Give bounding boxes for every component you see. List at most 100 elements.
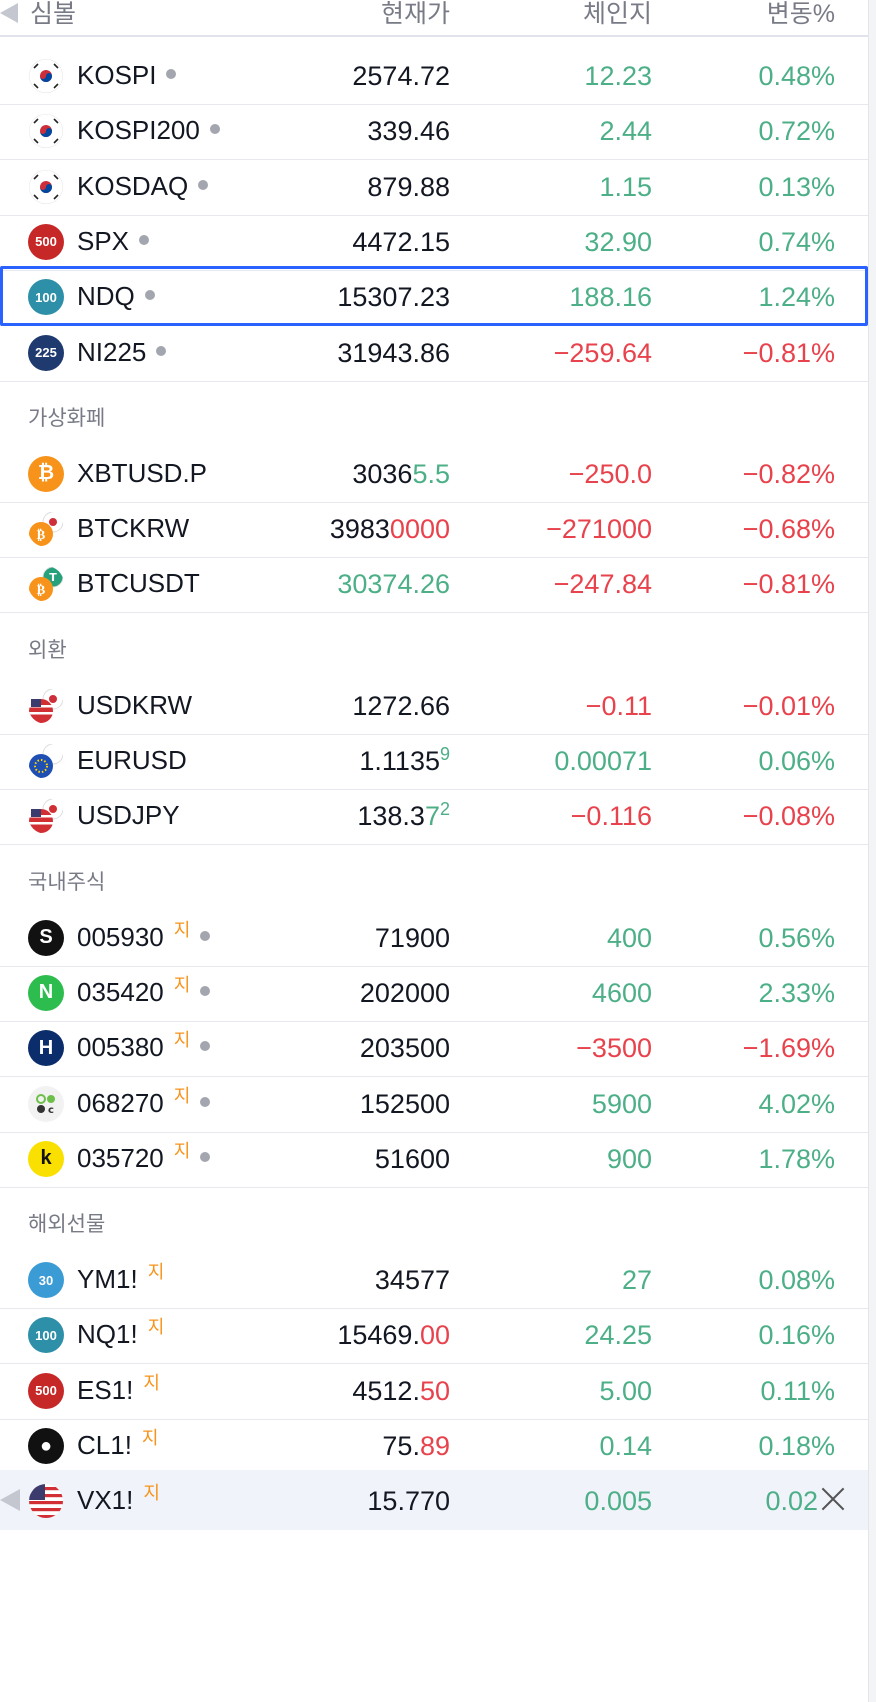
last-price-main: 34577: [374, 1265, 450, 1296]
watchlist-row-005930[interactable]: S 005930 지 71900 400 0.56%: [0, 907, 868, 967]
last-price: 34577: [250, 1265, 450, 1296]
collapse-panel-icon[interactable]: [0, 3, 18, 23]
change-value: 0.14: [599, 1431, 652, 1461]
section-title[interactable]: 국내주식: [28, 870, 106, 894]
change-value: 12.23: [584, 61, 652, 91]
symbol-name: SPX: [77, 226, 150, 257]
watchlist-row-spx[interactable]: 500 SPX 4472.15 32.90 0.74%: [0, 211, 868, 271]
symbol-name: BTCKRW: [77, 513, 189, 544]
watchlist-row-068270[interactable]: c 068270 지 152500 5900 4.02%: [0, 1073, 868, 1133]
last-price-main: 75.: [382, 1431, 420, 1461]
watchlist-row-es1[interactable]: 500 ES1! 지 4512.50 5.00 0.11%: [0, 1360, 868, 1420]
delayed-data-tag: 지: [147, 1317, 165, 1338]
symbol-logo-icon: S: [28, 919, 64, 956]
watchlist-row-005380[interactable]: H 005380 지 203500 −3500 −1.69%: [0, 1017, 868, 1078]
last-price-changed-digits: 89: [419, 1431, 450, 1461]
last-price: 30365.5: [250, 459, 450, 490]
change-percent: −0.68%: [742, 514, 835, 545]
column-header-change[interactable]: 체인지: [582, 0, 652, 28]
last-price-main: 152500: [359, 1088, 450, 1119]
symbol-logo-icon: ₿: [28, 511, 64, 547]
last-price-main: 202000: [359, 977, 450, 1008]
symbol-logo-icon: 100: [28, 1317, 64, 1354]
watchlist-row-btcusdt[interactable]: T ₿ BTCUSDT 30374.26 −247.84 −0.81%: [0, 553, 868, 614]
last-price-main: 15.770: [367, 1486, 450, 1517]
column-header-last[interactable]: 현재가: [380, 0, 450, 28]
change-percent: 0.18%: [758, 1431, 835, 1461]
watchlist-row-ym1[interactable]: 30 YM1! 지 34577 27 0.08%: [0, 1249, 868, 1310]
delayed-data-tag: 지: [173, 919, 191, 940]
remove-symbol-close-icon[interactable]: [820, 1486, 846, 1512]
last-price: 51600: [250, 1144, 450, 1175]
symbol-text: XBTUSD.P: [77, 457, 208, 488]
svg-text:T: T: [49, 571, 57, 584]
last-price-main: 71900: [374, 922, 450, 953]
change-value: −250.0: [568, 458, 652, 489]
change-percent: −1.69%: [742, 1033, 835, 1064]
symbol-logo-icon: N: [28, 974, 64, 1011]
symbol-name: BTCUSDT: [77, 568, 200, 599]
delayed-data-tag: 지: [173, 1030, 191, 1051]
watchlist-row-xbtusdp[interactable]: ₿ XBTUSD.P 30365.5 −250.0 −0.82%: [0, 443, 868, 503]
symbol-text: USDJPY: [77, 800, 180, 831]
watchlist-row-btckrw[interactable]: ₿ BTCKRW 39830000 −271000 −0.68%: [0, 498, 868, 559]
delayed-data-tag: 지: [173, 1085, 191, 1106]
last-price-changed-digits: 00: [419, 1320, 450, 1351]
watchlist-row-eurusd[interactable]: EURUSD 1.11359 0.00071 0.06%: [0, 730, 868, 790]
change-value: 188.16: [569, 282, 652, 313]
symbol-text: YM1!: [77, 1264, 138, 1295]
last-price-main: 4472.15: [352, 226, 450, 257]
column-header-change-pct[interactable]: 변동%: [766, 0, 835, 28]
symbol-logo-icon: [28, 688, 64, 724]
change-percent: 0.74%: [758, 226, 835, 257]
watchlist-row-ndq[interactable]: 100 NDQ 15307.23 188.16 1.24%: [0, 266, 868, 327]
section-title[interactable]: 해외선물: [28, 1213, 106, 1237]
change-value: −3500: [576, 1033, 652, 1064]
last-price: 339.46: [250, 116, 450, 147]
symbol-logo-icon: 500: [28, 1372, 64, 1409]
market-status-dot-icon: [200, 930, 211, 941]
section-title[interactable]: 외환: [28, 638, 67, 662]
watchlist-row-kospi200[interactable]: KOSPI200 339.46 2.44 0.72%: [0, 100, 868, 161]
last-price-main: 1272.66: [352, 690, 450, 721]
last-price-main: 15469.: [337, 1320, 420, 1351]
change-value: 2.44: [599, 116, 652, 147]
watchlist-row-usdjpy[interactable]: USDJPY 138.372 −0.116 −0.08%: [0, 785, 868, 846]
symbol-text: NI225: [77, 336, 147, 367]
watchlist-row-cl1[interactable]: ● CL1! 지 75.89 0.14 0.18%: [0, 1415, 868, 1475]
change-percent: −0.81%: [742, 569, 835, 600]
watchlist-row-035720[interactable]: k 035720 지 51600 900 1.78%: [0, 1128, 868, 1188]
last-price-main: 203500: [359, 1033, 450, 1064]
market-status-dot-icon: [166, 69, 177, 80]
last-price: 879.88: [250, 172, 450, 203]
watchlist-row-vx1[interactable]: VX1! 지 15.770 0.005 0.02: [0, 1470, 868, 1531]
last-price: 202000: [250, 978, 450, 1009]
delayed-data-tag: 지: [143, 1372, 160, 1393]
watchlist-row-035420[interactable]: N 035420 지 202000 4600 2.33%: [0, 962, 868, 1022]
change-value: −0.11: [585, 690, 652, 721]
drag-handle-icon[interactable]: [0, 1489, 20, 1512]
watchlist-row-kospi[interactable]: KOSPI 2574.72 12.23 0.48%: [0, 45, 868, 105]
watchlist-row-ni225[interactable]: 225 NI225 31943.86 −259.64 −0.81%: [0, 322, 868, 382]
symbol-text: KOSPI: [77, 60, 157, 90]
last-price: 1.11359: [250, 744, 450, 777]
symbol-logo-icon: [28, 1483, 64, 1519]
symbol-logo-icon: 500: [28, 223, 64, 260]
scrollbar[interactable]: [868, 0, 876, 1702]
last-price-main: 339.46: [367, 116, 450, 147]
change-percent: 0.02: [765, 1486, 818, 1517]
market-status-dot-icon: [200, 986, 211, 997]
symbol-name: KOSPI200: [77, 115, 220, 146]
symbol-name: 035720 지: [77, 1141, 211, 1174]
change-percent: 1.78%: [758, 1143, 835, 1174]
watchlist-row-nq1[interactable]: 100 NQ1! 지 15469.00 24.25 0.16%: [0, 1304, 868, 1365]
watchlist-row-kosdaq[interactable]: KOSDAQ 879.88 1.15 0.13%: [0, 156, 868, 216]
last-price: 15307.23: [250, 282, 450, 313]
symbol-name: NDQ: [77, 281, 155, 312]
section-title[interactable]: 가상화페: [28, 406, 106, 430]
symbol-name: NQ1! 지: [77, 1317, 165, 1350]
last-price: 4512.50: [250, 1376, 450, 1407]
column-header-symbol[interactable]: 심볼: [30, 0, 77, 28]
watchlist-row-usdkrw[interactable]: USDKRW 1272.66 −0.11 −0.01%: [0, 675, 868, 735]
